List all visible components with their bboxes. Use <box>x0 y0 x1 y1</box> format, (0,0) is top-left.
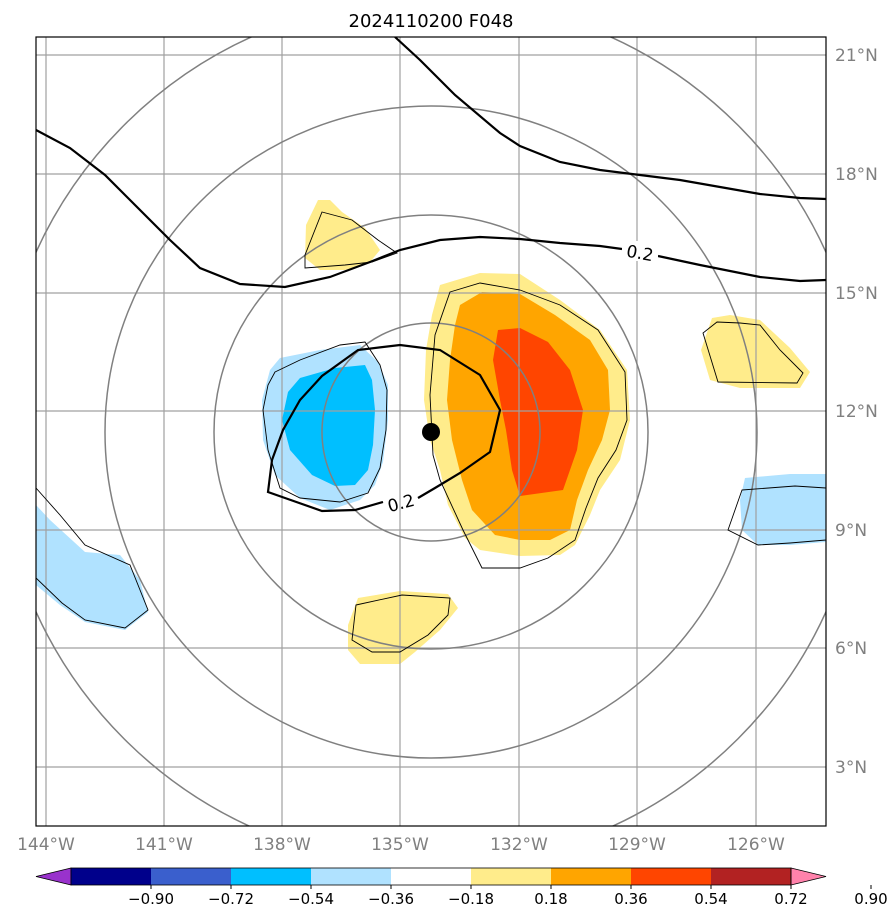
colorbar-tick-label: 0.18 <box>534 890 567 908</box>
colorbar-tick-label: −0.90 <box>128 890 174 908</box>
colorbar-tick-label: −0.72 <box>208 890 254 908</box>
colorbar-segment <box>71 868 152 885</box>
lat-label-18n: 18°N <box>835 165 878 185</box>
lat-label-9n: 9°N <box>835 521 867 541</box>
colorbar-segment <box>311 868 392 885</box>
lon-label-144w: 144°W <box>17 835 75 855</box>
lon-label-132w: 132°W <box>490 835 548 855</box>
contour-line-center-loop <box>266 343 502 513</box>
negative-shading-light-west <box>36 505 148 630</box>
contour-label-north: 0.2 <box>625 242 655 266</box>
contour-line-northwest <box>36 129 623 289</box>
colorbar-segment <box>151 868 232 885</box>
thick-contours <box>36 37 826 513</box>
lon-label-129w: 129°W <box>608 835 666 855</box>
colorbar-extend-high <box>790 867 827 886</box>
positive-shading-light-north <box>305 200 380 270</box>
thin-contours <box>36 211 826 653</box>
lat-label-6n: 6°N <box>835 639 867 659</box>
colorbar-segment <box>391 868 472 885</box>
colorbar-tick-label: 0.72 <box>774 890 807 908</box>
lon-label-135w: 135°W <box>371 835 429 855</box>
colorbar-tick-label: 0.90 <box>854 890 887 908</box>
colorbar-extend-low <box>35 867 72 886</box>
positive-shading-light-south <box>348 591 458 664</box>
lon-label-126w: 126°W <box>727 835 785 855</box>
map-frame <box>35 36 827 827</box>
colorbar-segment <box>631 868 712 885</box>
map-title: 2024110200 F048 <box>349 11 514 32</box>
colorbar-segment <box>711 868 792 885</box>
colorbar-segment <box>471 868 552 885</box>
contour-label-bg-north <box>622 241 658 261</box>
contour-line-northeast <box>657 254 826 283</box>
lat-label-15n: 15°N <box>835 284 878 304</box>
lat-label-12n: 12°N <box>835 402 878 422</box>
longitude-labels: 144°W 141°W 138°W 135°W 132°W 129°W 126°… <box>17 835 785 855</box>
lat-label-3n: 3°N <box>835 758 867 778</box>
colorbar-tick-label: −0.18 <box>448 890 494 908</box>
colorbar-segment <box>231 868 312 885</box>
colorbar-outline <box>70 867 792 886</box>
colorbar-segment <box>551 868 632 885</box>
storm-center-marker <box>422 423 440 441</box>
colorbar-tick-label: −0.54 <box>288 890 334 908</box>
lat-label-21n: 21°N <box>835 46 878 66</box>
lon-label-141w: 141°W <box>135 835 193 855</box>
negative-shading-light-east <box>740 474 826 545</box>
colorbar-tick-label: 0.54 <box>694 890 727 908</box>
colorbar: −0.90 −0.72 −0.54 −0.36 −0.18 0.18 0.36 0.54 0.7… <box>35 867 888 908</box>
contour-line-top <box>394 37 826 201</box>
lon-label-138w: 138°W <box>253 835 311 855</box>
colorbar-tick-label: −0.36 <box>368 890 414 908</box>
latitude-labels: 21°N 18°N 15°N 12°N 9°N 6°N 3°N <box>835 46 878 778</box>
range-rings <box>36 37 826 826</box>
colorbar-tick-label: 0.36 <box>614 890 647 908</box>
map-area: 0.2 0.2 <box>36 37 826 826</box>
